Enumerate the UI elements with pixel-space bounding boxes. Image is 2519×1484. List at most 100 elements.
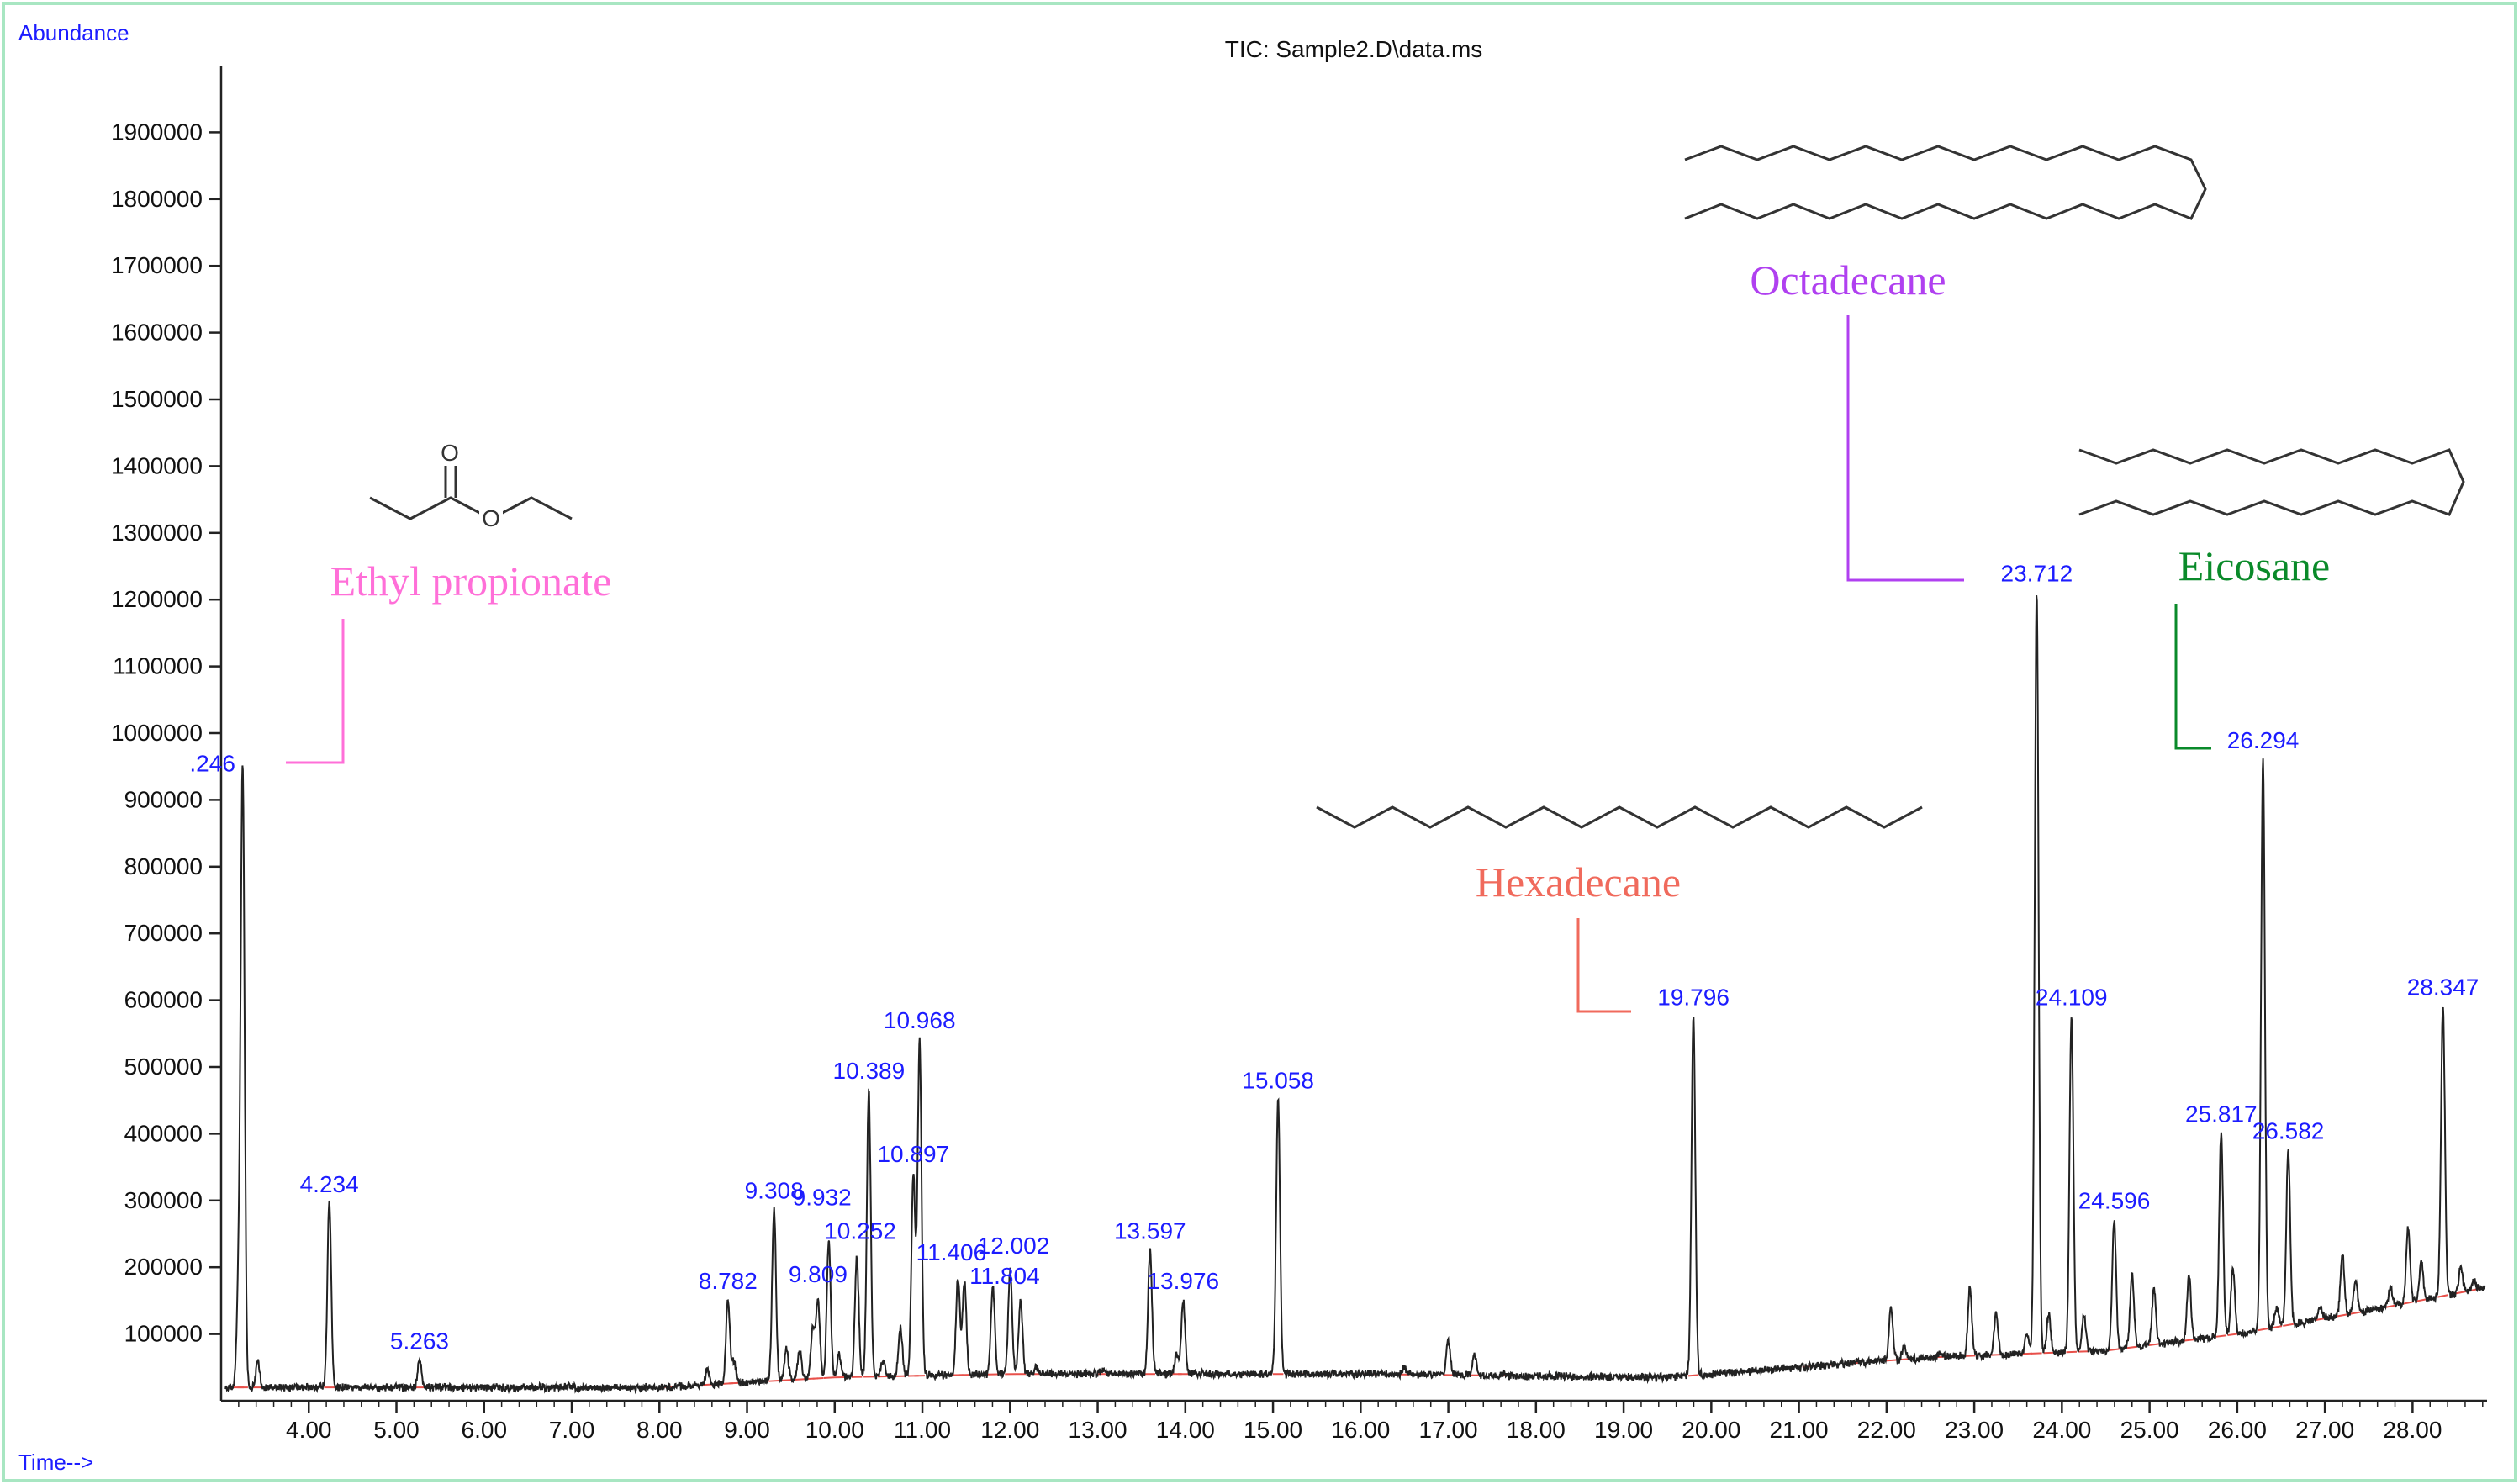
peak-labels: .246 4.234 5.263 8.782 9.308 9.809 9.932 10.252… bbox=[189, 560, 2479, 1354]
annotation-label-octadecane: Octadecane bbox=[1750, 256, 1946, 304]
x-tick-label: 13.00 bbox=[1069, 1417, 1127, 1443]
y-tick-label: 100000 bbox=[124, 1321, 203, 1347]
peak-label: 4.234 bbox=[300, 1171, 359, 1197]
annotation-eicosane: Eicosane bbox=[2078, 448, 2465, 750]
peak-label: 25.817 bbox=[2185, 1101, 2258, 1127]
y-tick-label: 1000000 bbox=[111, 720, 203, 746]
x-tick-label: 28.00 bbox=[2383, 1417, 2442, 1443]
peak-label: 10.252 bbox=[824, 1217, 896, 1244]
x-axis-label: Time--> bbox=[18, 1450, 93, 1475]
annotation-ethyl-propionate: O O Ethyl propionate bbox=[286, 440, 612, 764]
x-tick-label: 18.00 bbox=[1507, 1417, 1566, 1443]
ethyl-propionate-structure bbox=[369, 444, 573, 530]
baseline-segment bbox=[794, 1378, 805, 1381]
baseline-segment bbox=[2350, 1311, 2362, 1315]
peak-label: 9.809 bbox=[789, 1261, 848, 1287]
x-tick-label: 24.00 bbox=[2032, 1417, 2091, 1443]
peak-label: 26.294 bbox=[2227, 727, 2300, 753]
y-tick-label: 1700000 bbox=[111, 252, 203, 278]
x-tick-label: 22.00 bbox=[1857, 1417, 1916, 1443]
y-tick-label: 300000 bbox=[124, 1187, 203, 1213]
annotation-label-ethyl-propionate: Ethyl propionate bbox=[330, 557, 612, 605]
oxygen-atom-ester: O bbox=[482, 505, 500, 531]
peak-label: 13.976 bbox=[1147, 1268, 1219, 1294]
annotation-label-eicosane: Eicosane bbox=[2178, 542, 2330, 589]
peak-label: 24.596 bbox=[2078, 1188, 2151, 1214]
peak-label: 9.932 bbox=[793, 1184, 852, 1210]
peak-label: 28.347 bbox=[2407, 974, 2479, 1001]
baseline-segment bbox=[2184, 1339, 2194, 1342]
x-tick-label: 9.00 bbox=[724, 1417, 770, 1443]
peak-label: .246 bbox=[189, 751, 235, 777]
x-tick-label: 17.00 bbox=[1419, 1417, 1478, 1443]
peak-label: 10.968 bbox=[884, 1007, 956, 1033]
baseline-segment bbox=[1687, 1374, 1699, 1377]
x-tick-label: 19.00 bbox=[1594, 1417, 1653, 1443]
baseline-segment bbox=[2337, 1313, 2348, 1318]
y-tick-label: 1100000 bbox=[113, 653, 203, 679]
y-tick-label: 200000 bbox=[124, 1254, 203, 1280]
x-tick-label: 15.00 bbox=[1244, 1417, 1302, 1443]
peak-label: 10.897 bbox=[877, 1141, 949, 1167]
x-tick-label: 8.00 bbox=[636, 1417, 683, 1443]
y-tick-label: 500000 bbox=[124, 1054, 203, 1080]
y-tick-label: 1400000 bbox=[111, 452, 203, 478]
annotation-octadecane: Octadecane bbox=[1684, 145, 2207, 582]
baseline-segment bbox=[2148, 1343, 2160, 1346]
baseline-segment bbox=[2455, 1290, 2467, 1295]
peak-label: 15.058 bbox=[1242, 1068, 1314, 1094]
x-ticks: 4.00 5.00 6.00 7.00 8.00 9.00 10.00 11.00 12.00 1… bbox=[238, 1401, 2484, 1443]
y-tick-label: 1200000 bbox=[111, 586, 203, 612]
x-tick-label: 7.00 bbox=[549, 1417, 595, 1443]
baseline-segment bbox=[728, 1381, 740, 1385]
baseline-segment bbox=[2416, 1298, 2427, 1302]
peak-label: 5.263 bbox=[390, 1328, 449, 1354]
chart-title: TIC: Sample2.D\data.ms bbox=[1225, 36, 1483, 62]
y-tick-label: 1500000 bbox=[111, 386, 203, 412]
peak-label: 8.782 bbox=[699, 1268, 758, 1294]
x-tick-label: 10.00 bbox=[805, 1417, 864, 1443]
baseline-segment bbox=[2109, 1348, 2120, 1351]
x-tick-label: 5.00 bbox=[373, 1417, 420, 1443]
tic-trace-line bbox=[224, 595, 2486, 1395]
y-tick-label: 600000 bbox=[124, 987, 203, 1013]
peak-label: 13.597 bbox=[1114, 1217, 1186, 1244]
y-tick-label: 400000 bbox=[124, 1120, 203, 1146]
leader-line-eicosane bbox=[2174, 604, 2211, 750]
x-tick-label: 4.00 bbox=[286, 1417, 332, 1443]
y-tick-label: 1900000 bbox=[111, 119, 203, 145]
leader-line-ethyl-propionate bbox=[286, 619, 345, 764]
octadecane-structure bbox=[1684, 145, 2207, 220]
baseline-segment bbox=[807, 1377, 819, 1381]
y-tick-label: 1800000 bbox=[111, 186, 203, 212]
y-tick-label: 1300000 bbox=[111, 520, 203, 546]
peak-label: 24.109 bbox=[2036, 984, 2108, 1010]
baseline-segment bbox=[823, 1376, 835, 1379]
x-tick-label: 21.00 bbox=[1770, 1417, 1829, 1443]
annotation-label-hexadecane: Hexadecane bbox=[1476, 858, 1681, 906]
y-ticks: 100000 200000 300000 400000 500000 600000 7000… bbox=[111, 119, 221, 1347]
x-tick-label: 20.00 bbox=[1682, 1417, 1740, 1443]
x-tick-label: 25.00 bbox=[2120, 1417, 2179, 1443]
leader-line-hexadecane bbox=[1576, 918, 1631, 1013]
hexadecane-structure bbox=[1316, 805, 1923, 829]
y-tick-label: 900000 bbox=[124, 786, 203, 812]
peak-label: 23.712 bbox=[2001, 560, 2073, 586]
x-tick-label: 27.00 bbox=[2295, 1417, 2354, 1443]
x-tick-label: 23.00 bbox=[1945, 1417, 2004, 1443]
baseline-segment bbox=[2402, 1301, 2414, 1305]
baseline-segment bbox=[2283, 1323, 2294, 1327]
x-tick-label: 16.00 bbox=[1331, 1417, 1390, 1443]
y-tick-label: 800000 bbox=[124, 853, 203, 879]
peak-label: 11.406 bbox=[916, 1239, 987, 1265]
eicosane-structure bbox=[2078, 448, 2465, 516]
oxygen-atom-carbonyl: O bbox=[441, 440, 459, 466]
y-axis-label: Abundance bbox=[18, 20, 129, 45]
baseline-segment bbox=[2227, 1333, 2239, 1337]
peak-label: 12.002 bbox=[978, 1233, 1050, 1259]
baseline-segment bbox=[781, 1379, 792, 1381]
x-tick-label: 12.00 bbox=[980, 1417, 1039, 1443]
baseline-segment bbox=[2215, 1334, 2227, 1338]
